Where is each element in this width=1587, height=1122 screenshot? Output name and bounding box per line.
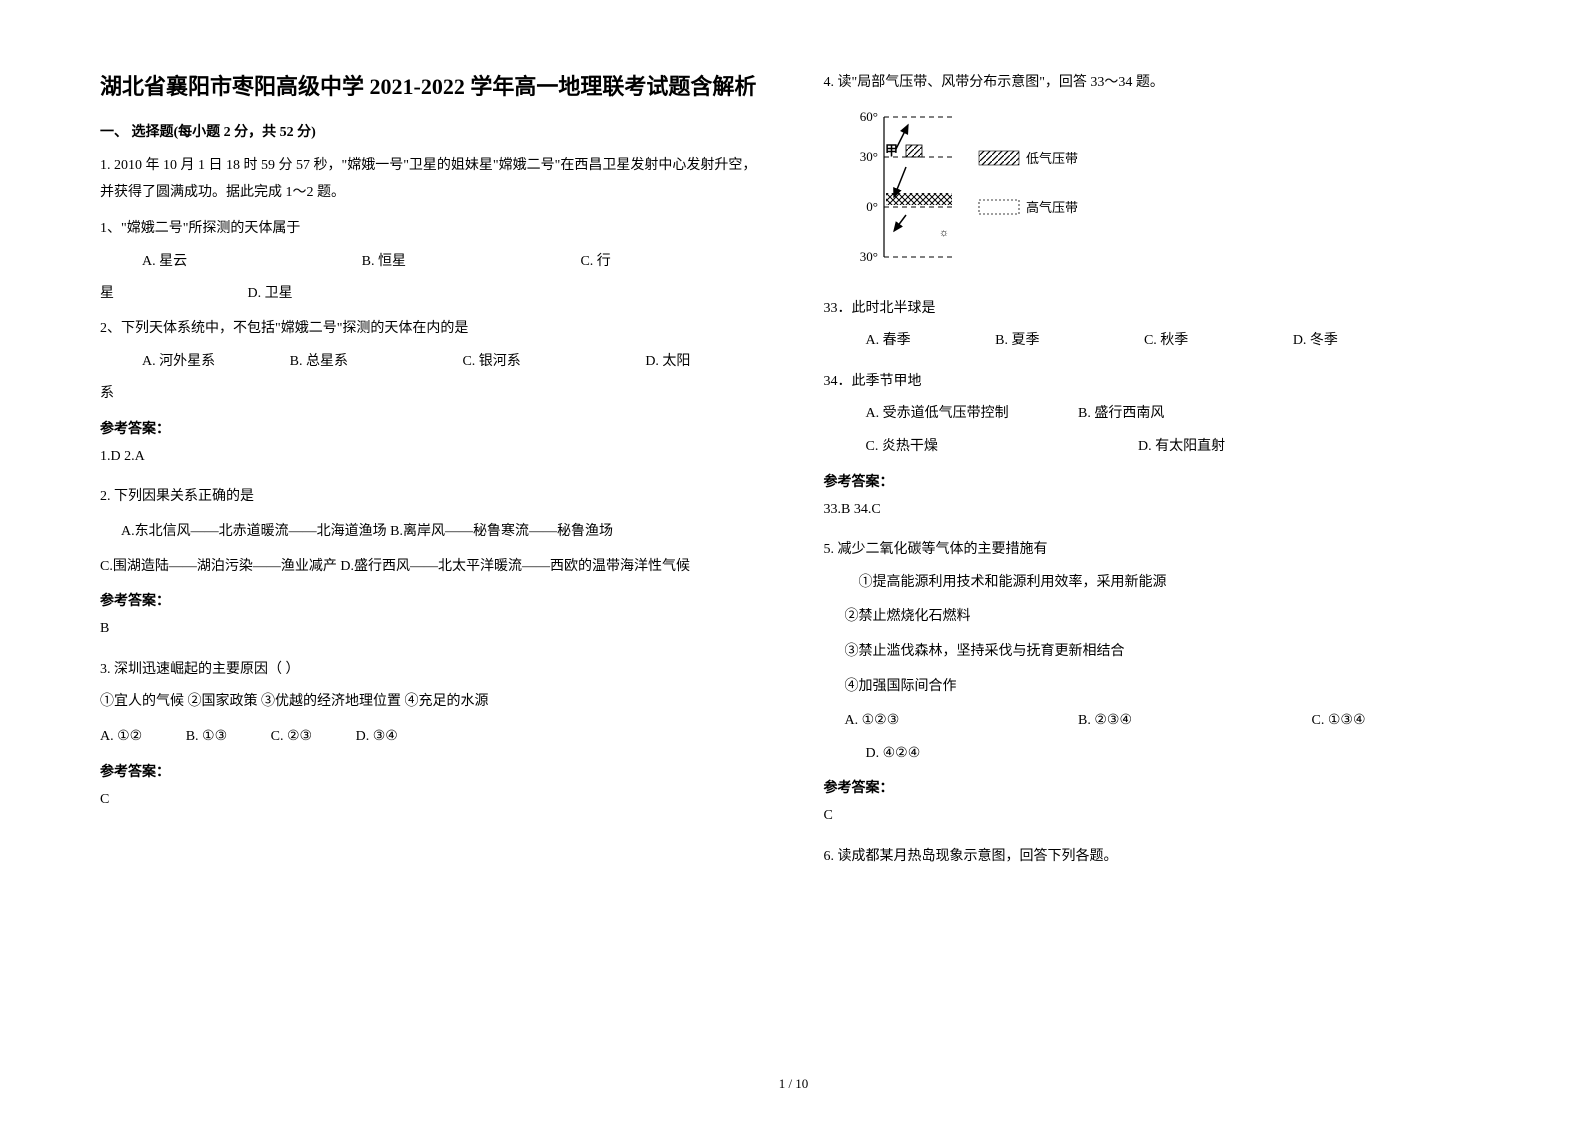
q5-options-r1: A. ①②③ B. ②③④ C. ①③④ [824,708,1488,735]
q1s1-b: B. 恒星 [341,249,406,276]
q3-d: D. ③④ [356,724,398,751]
q5-b: B. ②③④ [1078,708,1308,735]
q6-stem: 6. 读成都某月热岛现象示意图，回答下列各题。 [824,844,1488,871]
page-container: 湖北省襄阳市枣阳高级中学 2021-2022 学年高一地理联考试题含解析 一、 … [100,70,1487,1030]
q1s1-l2a: 星 [100,286,114,301]
q5-l1: ①提高能源利用技术和能源利用效率，采用新能源 [824,570,1488,597]
q1-sub2-options: A. 河外星系 B. 总星系 C. 银河系 D. 太阳 [100,349,764,376]
q5-l3: ③禁止滥伐森林，坚持采伐与抚育更新相结合 [824,639,1488,666]
q1s2-c: C. 银河系 [441,349,520,376]
q33-stem: 33．此时北半球是 [824,296,1488,323]
q4-stem: 4. 读"局部气压带、风带分布示意图"，回答 33～34 题。 [824,70,1488,97]
q1s2-b: B. 总星系 [269,349,348,376]
svg-text:☼: ☼ [939,227,949,239]
q3-a: A. ①② [100,724,142,751]
q1-intro: 1. 2010 年 10 月 1 日 18 时 59 分 57 秒，"嫦娥一号"… [100,153,764,206]
q5-d: D. ④②④ [866,746,921,761]
q33-c: C. 秋季 [1123,328,1188,355]
q5-a: A. ①②③ [845,708,1075,735]
svg-text:60°: 60° [859,109,877,124]
page-number: 1 / 10 [0,1076,1587,1092]
q1s1-c: C. 行 [559,249,610,276]
q34-stem: 34．此季节甲地 [824,369,1488,396]
q5-l2: ②禁止燃烧化石燃料 [824,604,1488,631]
q2-optA: A.东北信风——北赤道暖流——北海道渔场 B.离岸风——秘鲁寒流——秘鲁渔场 [100,519,764,546]
q34-b: B. 盛行西南风 [1078,406,1164,421]
q3-options: A. ①② B. ①③ C. ②③ D. ③④ [100,724,764,751]
q1s1-l2b: D. 卫星 [248,286,293,301]
q33-d: D. 冬季 [1272,328,1338,355]
q1-answer-text: 1.D 2.A [100,444,764,471]
svg-text:甲: 甲 [884,143,897,158]
q4-answer-text: 33.B 34.C [824,497,1488,524]
q3-c: C. ②③ [271,724,312,751]
q1s2-a: A. 河外星系 [121,349,215,376]
q33-b: B. 夏季 [974,328,1039,355]
q5-answer-text: C [824,803,1488,830]
q2-optCD: C.围湖造陆——湖泊污染——渔业减产 D.盛行西风——北太平洋暖流——西欧的温带… [100,554,764,581]
q34-d: D. 有太阳直射 [1138,439,1225,454]
pressure-belt-diagram: 60° 30° 0° 30° 甲 ☼ 低气压带高气压带 [854,107,1488,282]
svg-text:30°: 30° [859,149,877,164]
section-header: 一、 选择题(每小题 2 分，共 52 分) [100,121,764,141]
q34-a: A. 受赤道低气压带控制 [845,401,1075,428]
q2-stem: 2. 下列因果关系正确的是 [100,484,764,511]
left-column: 湖北省襄阳市枣阳高级中学 2021-2022 学年高一地理联考试题含解析 一、 … [100,70,764,1030]
svg-text:0°: 0° [866,199,878,214]
q5-stem: 5. 减少二氧化碳等气体的主要措施有 [824,537,1488,564]
q3-answer-text: C [100,787,764,814]
svg-text:30°: 30° [859,249,877,264]
q3-b: B. ①③ [186,724,227,751]
q1-sub1-options: A. 星云 B. 恒星 C. 行 [100,249,764,276]
q1-answer-label: 参考答案： [100,418,764,438]
exam-title: 湖北省襄阳市枣阳高级中学 2021-2022 学年高一地理联考试题含解析 [100,70,764,103]
q34-c: C. 炎热干燥 [845,434,1135,461]
q1s1-a: A. 星云 [121,249,187,276]
q1s2-d: D. 太阳 [624,349,690,376]
q1-sub2-line2: 系 [100,381,764,408]
q33-options: A. 春季 B. 夏季 C. 秋季 D. 冬季 [824,328,1488,355]
q33-a: A. 春季 [845,328,911,355]
q3-stem: 3. 深圳迅速崛起的主要原因（ ） [100,657,764,684]
q3-line1: ①宜人的气候 ②国家政策 ③优越的经济地理位置 ④充足的水源 [100,689,764,716]
q1-sub2-stem: 2、下列天体系统中，不包括"嫦娥二号"探测的天体在内的是 [100,316,764,343]
q34-options-row1: A. 受赤道低气压带控制 B. 盛行西南风 [824,401,1488,428]
q5-c: C. ①③④ [1312,713,1366,728]
q5-answer-label: 参考答案： [824,777,1488,797]
q1-sub1-line2: 星 D. 卫星 [100,281,764,308]
q5-options-r2: D. ④②④ [824,741,1488,768]
svg-text:高气压带: 高气压带 [1026,200,1078,215]
q2-answer-label: 参考答案： [100,590,764,610]
q34-options-row2: C. 炎热干燥 D. 有太阳直射 [824,434,1488,461]
svg-text:低气压带: 低气压带 [1026,151,1078,166]
q3-answer-label: 参考答案： [100,761,764,781]
right-column: 4. 读"局部气压带、风带分布示意图"，回答 33～34 题。 60° 30° 0°… [824,70,1488,1030]
q1-sub1-stem: 1、"嫦娥二号"所探测的天体属于 [100,216,764,243]
q2-answer-text: B [100,616,764,643]
q5-l4: ④加强国际间合作 [824,674,1488,701]
q4-answer-label: 参考答案： [824,471,1488,491]
